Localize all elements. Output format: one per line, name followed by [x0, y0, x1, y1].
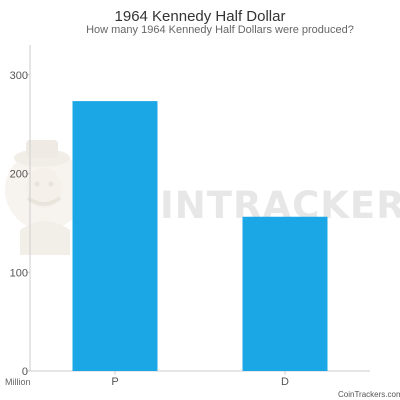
site-credit: CoinTrackers.com	[338, 390, 400, 399]
x-tick-label-d: D	[281, 376, 289, 388]
x-tick-label-p: P	[111, 376, 118, 388]
chart-subtitle: How many 1964 Kennedy Half Dollars were …	[86, 24, 354, 36]
y-tick-label: 200	[10, 169, 28, 181]
bar-d	[242, 216, 328, 371]
bar-p	[72, 101, 158, 372]
coin-trackers-mascot-logo	[5, 140, 85, 255]
y-axis-unit-label: Million	[5, 377, 31, 387]
chart-title: 1964 Kennedy Half Dollar	[114, 8, 286, 25]
y-tick-label: 300	[10, 70, 28, 82]
y-tick-label: 100	[10, 267, 28, 279]
y-tick-label: 0	[22, 366, 28, 378]
